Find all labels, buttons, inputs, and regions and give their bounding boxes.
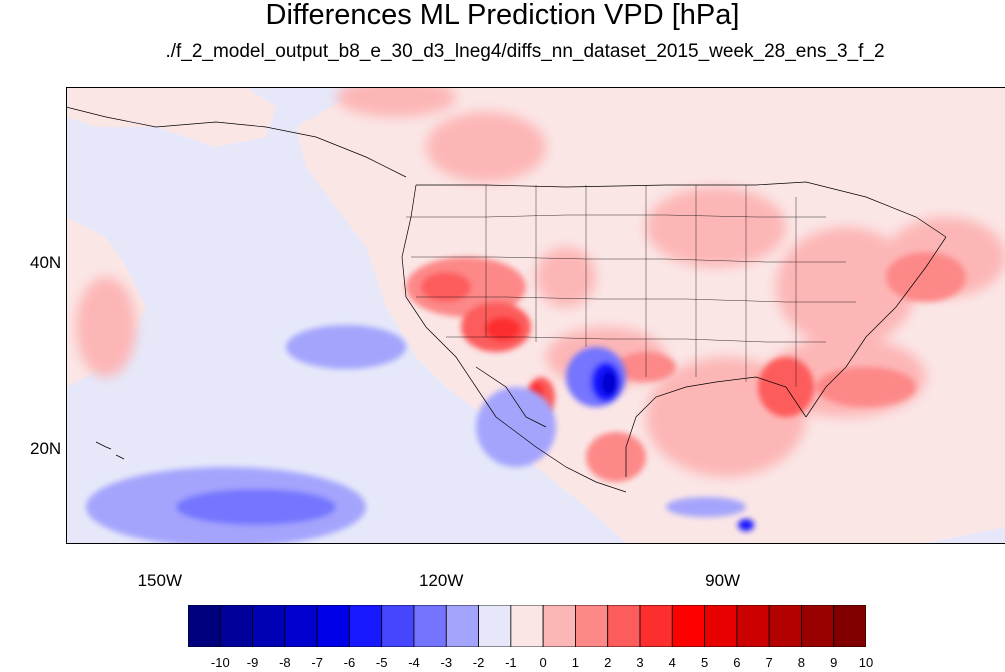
colorbar-tick-label: -10	[210, 655, 230, 670]
colorbar-tick-label: 8	[797, 655, 806, 670]
colorbar-tick-label: 10	[858, 655, 874, 670]
colorbar-swatch	[510, 605, 544, 647]
colorbar-tick-label: 6	[733, 655, 741, 670]
colorbar-swatch	[639, 605, 673, 647]
lon-tick-label: 120W	[418, 571, 464, 590]
colorbar-swatch	[704, 605, 738, 647]
colorbar-swatch	[801, 605, 835, 647]
colorbar-swatch	[284, 605, 318, 647]
colorbar-swatch	[671, 605, 705, 647]
colorbar-swatch	[542, 605, 576, 647]
colorbar-swatch	[575, 605, 609, 647]
colorbar-swatch	[833, 605, 866, 647]
colorbar-swatch	[188, 605, 221, 647]
colorbar-swatch	[607, 605, 641, 647]
colorbar-tick-label: 9	[830, 655, 838, 670]
colorbar-swatch	[445, 605, 479, 647]
colorbar	[188, 605, 866, 647]
colorbar-tick-label: 5	[700, 655, 709, 670]
colorbar-tick-label: 4	[668, 655, 676, 670]
lon-tick-label: 150W	[137, 571, 183, 590]
positive-region-alaska	[66, 87, 276, 147]
positive-region-light	[296, 87, 1005, 543]
coastlines	[66, 106, 947, 493]
lat-tick-label: 20N	[30, 439, 62, 459]
lon-tick-label: 90W	[705, 571, 741, 590]
colorbar-swatch	[316, 605, 350, 647]
state-borders	[406, 185, 856, 387]
colorbar-tick-label: -5	[375, 655, 388, 670]
colorbar-swatch	[768, 605, 802, 647]
map-canvas	[66, 87, 1005, 543]
colorbar-tick-label: -6	[343, 655, 356, 670]
colorbar-swatch	[736, 605, 770, 647]
colorbar-swatch	[413, 605, 447, 647]
colorbar-tick-label: -2	[472, 655, 485, 670]
colorbar-tick-label: 1	[571, 655, 580, 670]
colorbar-tick-label: -3	[440, 655, 453, 670]
colorbar-tick-label: -8	[279, 655, 291, 670]
colorbar-swatch	[381, 605, 415, 647]
colorbar-tick-label: 7	[765, 655, 773, 670]
colorbar-tick-label: 3	[636, 655, 644, 670]
negative-blobs	[86, 187, 754, 543]
colorbar-tick-label: -9	[246, 655, 259, 670]
colorbar-tick-label: -4	[408, 655, 420, 670]
colorbar-tick-label: -7	[311, 655, 323, 670]
map-subtitle: ./f_2_model_output_b8_e_30_d3_lneg4/diff…	[165, 41, 885, 62]
lat-tick-label: 40N	[30, 253, 62, 273]
colorbar-swatch	[478, 605, 512, 647]
colorbar-tick-label: 2	[604, 655, 612, 670]
colorbar-tick-label: -1	[505, 655, 517, 670]
colorbar-swatch	[219, 605, 253, 647]
map-title: Differences ML Prediction VPD [hPa]	[265, 0, 740, 31]
colorbar-tick-label: 0	[539, 655, 547, 670]
vpd-difference-map	[66, 87, 1005, 543]
colorbar-swatch	[349, 605, 383, 647]
colorbar-swatch	[252, 605, 286, 647]
